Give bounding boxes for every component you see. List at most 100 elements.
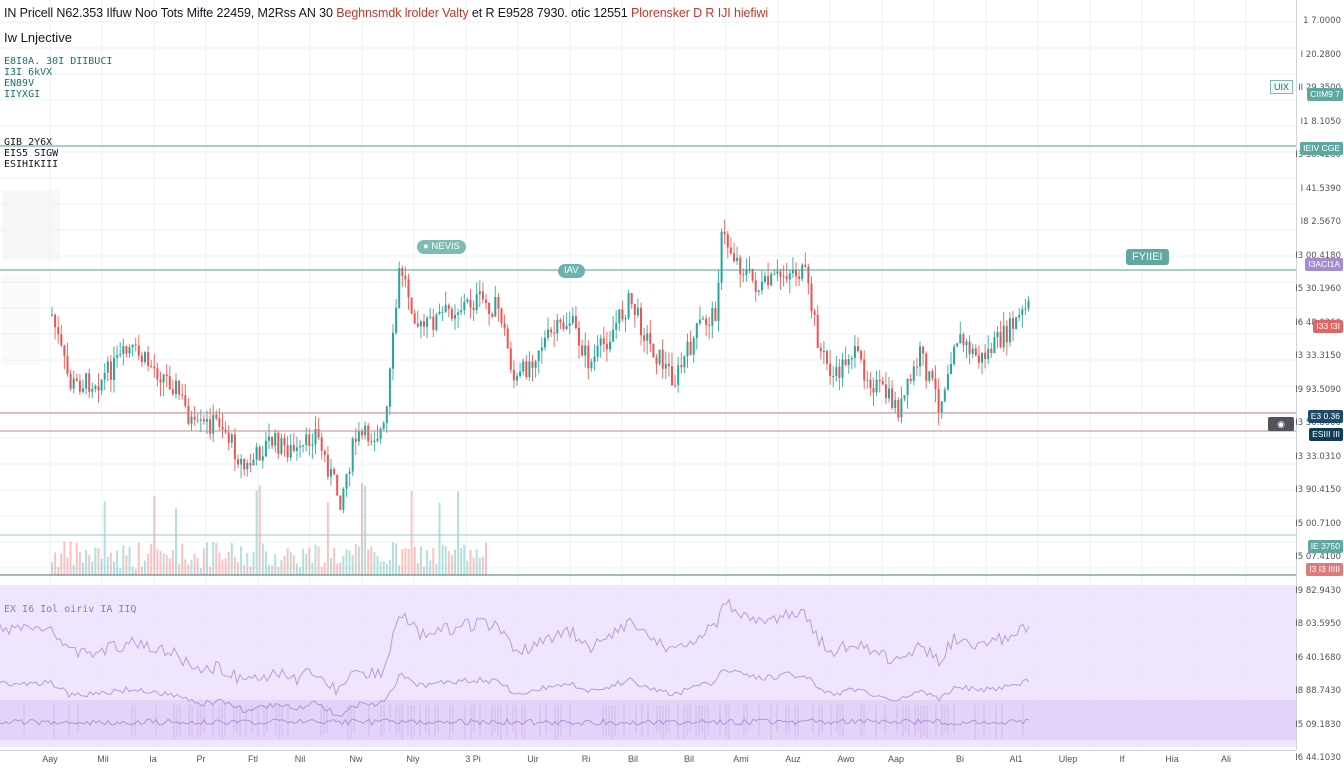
time-tick-label: Ali — [1220, 754, 1232, 764]
volume-bar — [168, 558, 171, 575]
candle-body — [1002, 325, 1005, 348]
study-title[interactable]: Iw Lnjective — [4, 30, 72, 45]
volume-bar — [128, 546, 131, 575]
time-axis[interactable]: Aay Mil Ia Pr Ftl Nil Nw Niy 3 Pi Uir Ri Bil Bil Ami A… — [0, 750, 1296, 769]
candle-body — [416, 323, 419, 327]
volume-bar — [103, 501, 106, 575]
candle-body — [379, 428, 382, 439]
candle-body — [314, 428, 317, 445]
candle-body — [317, 428, 320, 438]
volume-bar — [153, 496, 156, 575]
candle-body — [760, 281, 763, 291]
candle-body — [708, 324, 711, 326]
candle-body — [829, 363, 832, 377]
candle-body — [125, 346, 128, 354]
volume-bar — [478, 557, 481, 575]
time-tick-label: Ami — [733, 754, 749, 764]
candle-body — [528, 361, 531, 378]
candle-body — [162, 374, 165, 383]
candle-body — [1021, 309, 1024, 316]
volume-bar — [398, 565, 401, 575]
candle-body — [878, 379, 881, 382]
candle-body — [906, 378, 909, 396]
indicator-label[interactable]: Beghnsmdk lrolder Valty — [336, 6, 469, 20]
candle-body — [881, 381, 884, 385]
volume-bar — [137, 542, 140, 575]
candle-body — [537, 350, 540, 362]
extra-indicator-label[interactable]: Plorensker D R IJI hiefiwi — [631, 6, 769, 20]
volume-bar — [147, 553, 150, 575]
candle-body — [109, 361, 112, 380]
price-label-chip[interactable]: FYIIEI — [1126, 249, 1169, 265]
candle-body — [63, 345, 66, 357]
candle-body — [702, 318, 704, 320]
price-tick-label: I8 88.7430 — [1295, 686, 1341, 696]
candle-body — [894, 399, 897, 408]
candle-body — [150, 365, 153, 367]
price-tick-label: I1 8.1050 — [1300, 116, 1341, 127]
candle-body — [751, 268, 754, 281]
camera-icon[interactable]: ◉ — [1268, 417, 1294, 431]
volume-bar — [466, 560, 469, 575]
candle-body — [258, 447, 261, 461]
candle-body — [212, 414, 215, 434]
price-axis-badge: ESIII III — [1309, 428, 1343, 441]
volume-bar — [392, 542, 394, 575]
candle-body — [844, 359, 847, 365]
candle-body — [481, 291, 484, 300]
candle-body — [959, 334, 962, 344]
candle-body — [643, 335, 646, 341]
volume-bar — [447, 551, 450, 575]
volume-bar — [199, 568, 202, 575]
candle-body — [330, 469, 332, 477]
volume-bar — [181, 543, 184, 575]
candle-body — [562, 322, 565, 329]
price-tick-label: I3 30.4260 — [1295, 150, 1341, 160]
volume-bar — [370, 546, 373, 575]
candle-body — [695, 323, 698, 339]
candle-body — [798, 276, 801, 279]
candle-body — [503, 323, 506, 329]
candle-body — [646, 333, 649, 341]
candle-body — [866, 379, 869, 381]
volume-bar — [230, 543, 233, 575]
candle-body — [977, 355, 980, 363]
volume-bar — [218, 552, 221, 575]
candle-body — [286, 445, 289, 458]
volume-bar — [311, 562, 314, 575]
volume-bar — [66, 557, 69, 575]
candle-body — [137, 345, 140, 356]
candle-body — [615, 323, 618, 330]
alert-tag[interactable]: UIX — [1270, 80, 1294, 94]
candle-body — [193, 416, 196, 420]
candle-body — [853, 346, 856, 358]
price-label-chip[interactable]: IAV — [558, 264, 585, 278]
price-tick-label: I6 40.1680 — [1295, 652, 1341, 663]
candle-body — [91, 388, 94, 392]
candle-body — [261, 456, 264, 461]
candle-body — [726, 234, 729, 248]
candle-body — [729, 247, 732, 254]
price-chart[interactable] — [0, 0, 1296, 750]
candle-body — [333, 469, 336, 475]
candle-body — [888, 388, 890, 399]
candle-body — [624, 318, 627, 320]
candle-body — [556, 319, 559, 334]
symbol-label[interactable]: IN Pricell — [4, 6, 54, 20]
candle-body — [299, 446, 301, 448]
candle-body — [88, 373, 91, 392]
volume-bar — [122, 545, 125, 575]
candle-body — [931, 371, 934, 379]
time-tick-label: Al1 — [1009, 754, 1023, 764]
price-tick-label: I3 33.3150 — [1295, 351, 1341, 361]
volume-bar — [317, 546, 320, 575]
volume-bar — [246, 553, 249, 575]
candle-body — [215, 414, 218, 419]
candle-body — [652, 343, 655, 358]
candle-body — [100, 379, 103, 391]
price-label-chip[interactable]: ● NEVIS — [417, 240, 466, 254]
candle-body — [578, 327, 580, 346]
volume-bar — [283, 556, 286, 575]
